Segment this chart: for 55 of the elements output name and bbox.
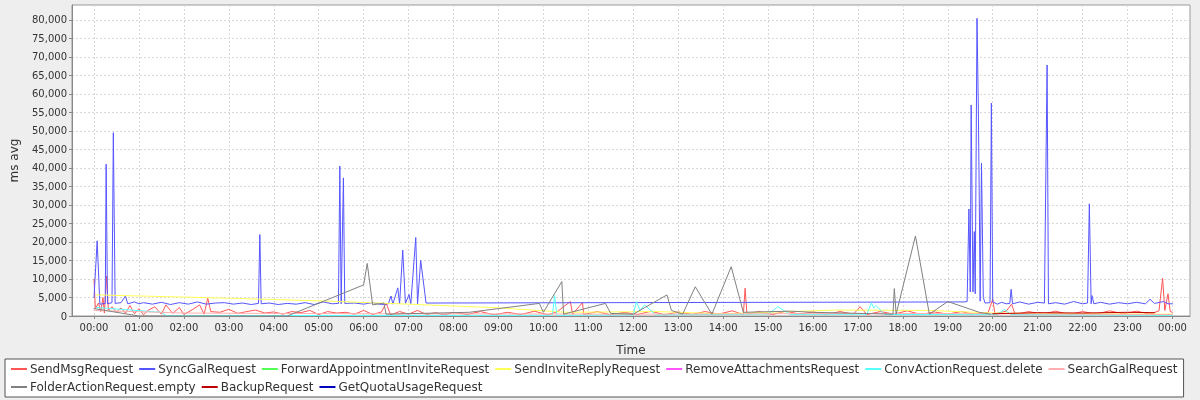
y-tick-label: 45,000 [32,143,67,155]
y-tick-label: 30,000 [32,199,67,211]
legend-label: SyncGalRequest [158,362,257,376]
y-tick-label: 35,000 [32,180,67,192]
x-tick-label: 11:00 [573,321,603,333]
y-tick-label: 0 [60,310,67,322]
y-tick-label: 40,000 [32,162,67,174]
y-tick-label: 5,000 [38,291,67,303]
legend-label: FolderActionRequest.empty [30,380,196,394]
x-tick-label: 07:00 [394,321,423,333]
legend-label: ConvActionRequest.delete [884,362,1043,376]
x-tick-label: 15:00 [753,321,783,333]
x-tick-label: 09:00 [484,321,513,333]
x-tick-label: 00:00 [1158,321,1187,333]
y-tick-label: 20,000 [32,236,67,248]
y-tick-label: 55,000 [32,106,67,118]
x-tick-label: 12:00 [618,321,648,333]
legend-label: BackupRequest [220,380,314,394]
x-axis-title: Time [615,343,646,357]
x-tick-label: 23:00 [1113,321,1142,333]
legend-label: GetQuotaUsageRequest [338,380,483,394]
x-tick-label: 14:00 [708,321,738,333]
x-tick-label: 20:00 [978,321,1008,333]
x-tick-label: 00:00 [79,321,109,333]
y-tick-label: 75,000 [32,32,67,44]
y-tick-label: 15,000 [32,254,67,266]
x-tick-label: 05:00 [304,321,334,333]
y-tick-label: 25,000 [32,217,67,229]
y-tick-label: 60,000 [32,88,67,100]
y-tick-label: 70,000 [32,51,67,63]
y-axis-title: ms avg [7,138,21,183]
x-tick-label: 04:00 [259,321,289,333]
x-tick-label: 16:00 [798,321,828,333]
legend-label: ForwardAppointmentInviteRequest [280,362,490,376]
legend-label: SendMsgRequest [30,362,134,376]
x-tick-label: 08:00 [439,321,468,333]
legend-label: RemoveAttachmentsRequest [685,362,860,376]
y-tick-label: 80,000 [32,14,67,26]
line-series [93,17,1173,306]
x-tick-label: 19:00 [933,321,963,333]
x-tick-label: 18:00 [888,321,918,333]
y-tick-label: 10,000 [32,273,67,285]
legend-label: SendInviteReplyRequest [514,362,661,376]
x-tick-label: 10:00 [528,321,558,333]
y-tick-label: 65,000 [32,69,67,81]
x-tick-label: 02:00 [169,321,199,333]
x-tick-label: 17:00 [843,321,873,333]
x-tick-label: 13:00 [663,321,693,333]
y-tick-label: 50,000 [32,125,67,137]
x-tick-label: 06:00 [349,321,379,333]
legend-label: SearchGalRequest [1067,362,1178,376]
x-tick-label: 03:00 [214,321,244,333]
x-tick-label: 22:00 [1068,321,1098,333]
x-tick-label: 21:00 [1023,321,1053,333]
x-tick-label: 01:00 [124,321,154,333]
